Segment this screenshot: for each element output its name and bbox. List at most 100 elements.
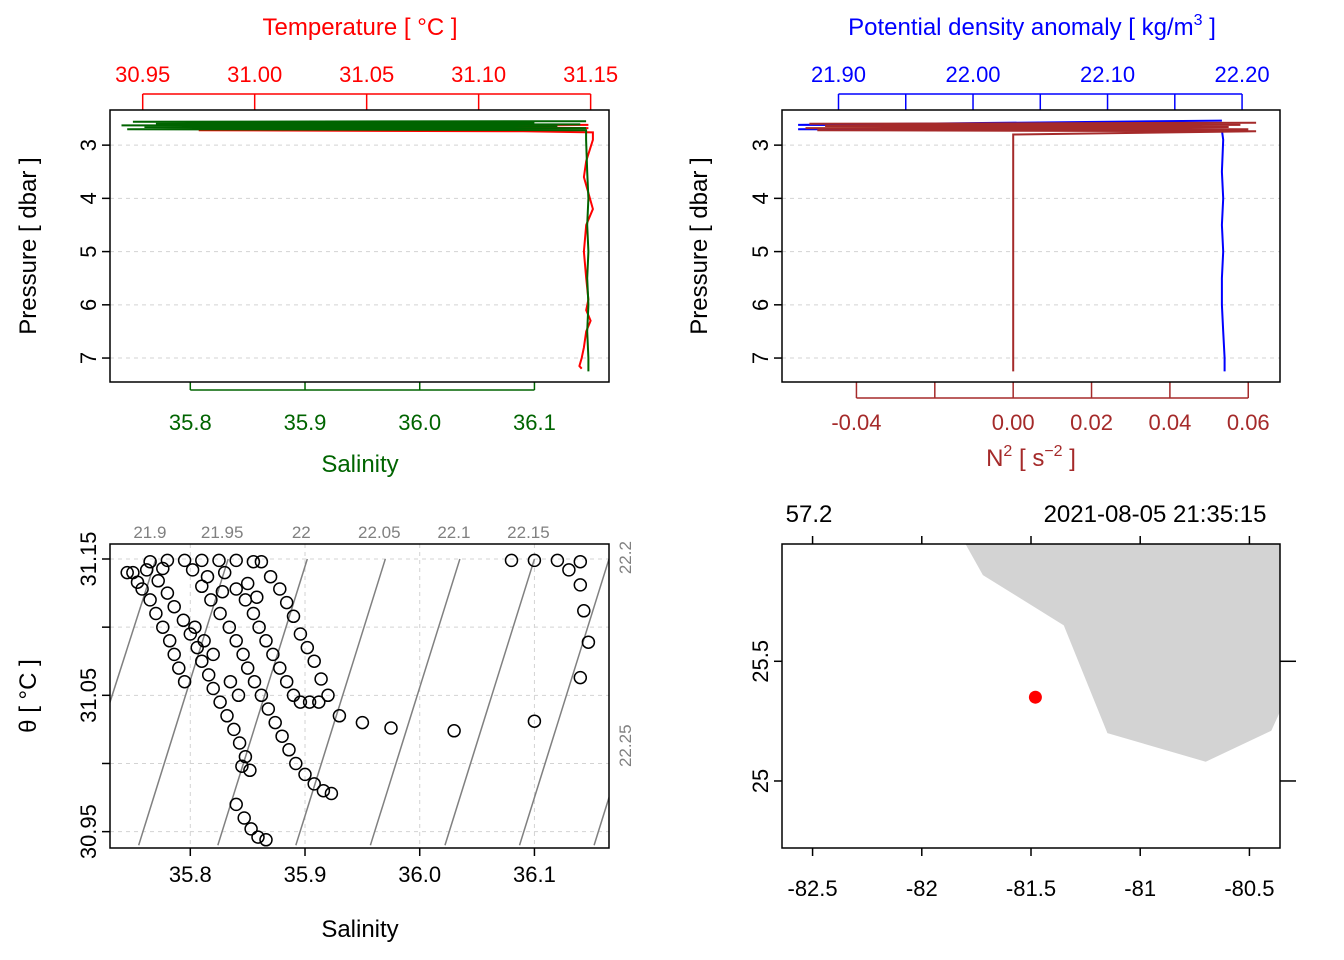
p3-point	[135, 582, 149, 596]
p3-point	[307, 777, 321, 791]
p4-x-tick-label: -82	[906, 876, 938, 901]
p4-x-tick-label: -82.5	[788, 876, 838, 901]
p3-y-tick-label: 31.15	[76, 531, 101, 586]
p3-point	[355, 715, 370, 730]
p1-axes: 3 4 5 6 7 35.8 35.9 36.0 36.1 30.95 31.00 31.05 31.1…	[76, 62, 618, 435]
p3-point	[268, 715, 282, 730]
p3-point	[232, 736, 247, 750]
p3-point	[447, 724, 461, 738]
p3-point	[289, 756, 303, 771]
p3-point	[573, 670, 588, 685]
p4-x-tick-label: -81.5	[1006, 876, 1056, 901]
p3-point	[562, 563, 576, 577]
p3-x-axis-label: Salinity	[321, 916, 398, 943]
p3-point	[254, 688, 269, 703]
p3-x-tick-label: 36.0	[398, 862, 441, 887]
p3-point	[177, 674, 192, 689]
p4-y-tick-label: 25	[748, 769, 773, 793]
p1-top-tick-label: 31.10	[451, 62, 506, 87]
p3-y-tick-label: 30.95	[76, 804, 101, 859]
p3-point	[244, 822, 258, 836]
p3-plot-box	[109, 543, 610, 849]
p3-point	[190, 640, 204, 655]
p3-point	[200, 569, 215, 584]
p3-point	[220, 709, 234, 723]
p3-point	[247, 674, 262, 689]
p3-point	[238, 593, 253, 607]
p3-point	[293, 695, 308, 709]
p2-y-tick-label: 3	[748, 139, 773, 151]
p3-point	[298, 767, 312, 782]
p3-point	[212, 553, 226, 568]
p1-y-tick-label: 3	[76, 139, 101, 151]
p3-data	[120, 553, 596, 847]
p3-point	[223, 674, 238, 689]
p1-y-tick-label: 5	[76, 245, 101, 257]
p3-point	[229, 634, 243, 648]
p3-point	[188, 620, 202, 634]
p3-isopycnal-line	[369, 558, 461, 846]
p3-point	[300, 640, 315, 655]
p2-grid	[782, 144, 1280, 359]
p1-series-salinity	[121, 120, 590, 372]
p3-point	[275, 729, 289, 743]
p2-y-tick-label: 4	[748, 192, 773, 204]
p3-point	[279, 595, 294, 610]
p3-point	[236, 647, 250, 662]
p3-point	[254, 554, 269, 569]
p3-isopycnal-line	[593, 795, 609, 846]
p3-isopycnal-top-label: 22	[292, 523, 311, 542]
p3-isopycnal-line	[295, 558, 387, 846]
p3-point	[167, 599, 181, 614]
p3-grid	[110, 544, 609, 848]
p3-point	[252, 620, 266, 634]
p1-x-tick-label: 35.9	[284, 410, 327, 435]
p3-isopycnal-right-label: 22.2	[616, 541, 635, 574]
p1-top-tick-label: 31.05	[339, 62, 394, 87]
p2-data	[798, 119, 1257, 372]
p3-isopycnal-line	[110, 558, 157, 705]
p3-point	[197, 634, 211, 648]
p3-point	[177, 553, 192, 568]
p3-point	[266, 647, 280, 662]
p3-y-tick-label: 31.05	[76, 668, 101, 723]
p3-point	[384, 721, 398, 735]
p4-land	[965, 544, 1280, 762]
p2-x-axis-label: N2 [ s−2 ]	[986, 443, 1076, 472]
p3-point	[229, 797, 243, 812]
p3-x-tick-label: 35.9	[284, 862, 327, 887]
p3-point	[550, 553, 565, 568]
p3-point	[172, 661, 186, 675]
p3-point	[156, 561, 170, 576]
p3-point	[227, 722, 241, 737]
p3-point	[316, 783, 331, 798]
p3-point	[581, 635, 596, 649]
p1-top-tick-label: 31.15	[563, 62, 618, 87]
p3-point	[215, 584, 230, 599]
p3-point	[231, 688, 246, 703]
p1-top-tick-label: 30.95	[115, 62, 170, 87]
p3-point	[195, 553, 209, 568]
p3-isopycnal-line	[217, 558, 309, 846]
p2-x-tick-label: 0.02	[1070, 410, 1113, 435]
p3-point	[240, 661, 255, 675]
p3-point	[332, 709, 347, 723]
p4-axes: -82.5 -82 -81.5 -81 -80.5 25 25.5	[748, 536, 1296, 901]
p3-isopycnal-top-label: 22.1	[437, 523, 470, 542]
p3-point	[156, 620, 170, 634]
p1-x-tick-label: 35.8	[169, 410, 212, 435]
p3-point	[273, 661, 287, 675]
p3-point	[251, 830, 265, 844]
p3-point	[139, 563, 154, 577]
p1-x-tick-label: 36.1	[513, 410, 556, 435]
p2-axes: 3 4 5 6 7 -0.04 0.00 0.02 0.04 0.06 21.90 22.00 22.1…	[748, 62, 1270, 435]
p3-point	[321, 688, 335, 703]
p3-point	[149, 606, 163, 621]
p3-x-tick-label: 35.8	[169, 862, 212, 887]
p3-point	[259, 833, 273, 847]
p4-data	[1028, 690, 1042, 704]
p3-point	[176, 613, 191, 628]
p3-x-tick-label: 36.1	[513, 862, 556, 887]
p1-y-axis-label: Pressure [ dbar ]	[15, 157, 42, 334]
p3-point	[246, 554, 261, 569]
